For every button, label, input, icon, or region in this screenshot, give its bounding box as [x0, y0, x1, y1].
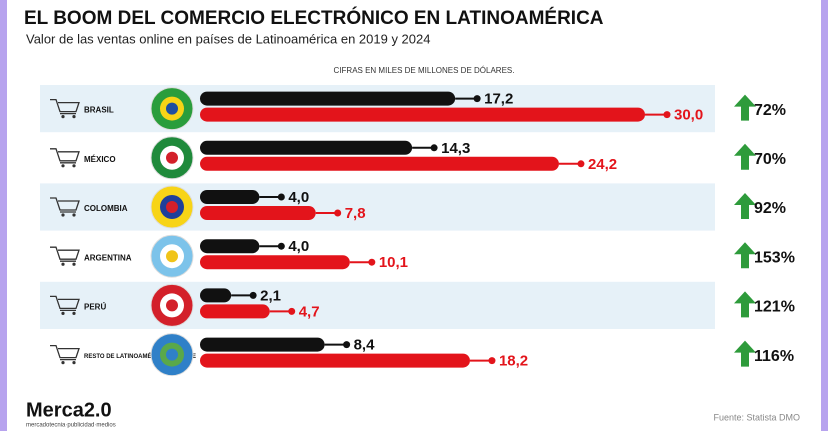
leader-dot — [343, 341, 350, 348]
bar — [200, 157, 559, 171]
flag-center — [166, 349, 178, 361]
cart-wheel — [72, 312, 75, 315]
value-label: 14,3 — [441, 140, 470, 157]
growth-label: 70% — [754, 151, 786, 168]
leader-dot — [334, 210, 341, 217]
category-label: PERÚ — [84, 303, 106, 312]
flag-center — [166, 250, 178, 262]
bar — [200, 354, 470, 368]
leader-dot — [664, 111, 671, 118]
flag-center — [166, 103, 178, 115]
flag-center — [166, 152, 178, 164]
source: Fuente: Statista DMO — [713, 412, 800, 422]
note: CIFRAS EN MILES DE MILLONES DE DÓLARES. — [334, 66, 515, 75]
flag-center — [166, 299, 178, 311]
value-label: 18,2 — [499, 353, 528, 370]
cart-wheel — [61, 213, 64, 216]
brand: Merca2.0 — [26, 399, 112, 421]
row-band — [40, 183, 715, 230]
cart-wheel — [61, 312, 64, 315]
cart-wheel — [72, 213, 75, 216]
value-label: 2,1 — [260, 287, 281, 304]
value-label: 17,2 — [484, 91, 513, 108]
growth-label: 92% — [754, 200, 786, 217]
bar — [200, 92, 455, 106]
flag-center — [166, 201, 178, 213]
category-label: COLOMBIA — [84, 204, 128, 213]
brand-tagline: mercadotecnia·publicidad·medios — [26, 423, 116, 429]
value-label: 8,4 — [354, 337, 376, 354]
bar — [200, 190, 259, 204]
bar — [200, 141, 412, 155]
bar — [200, 239, 259, 253]
chart-subtitle: Valor de las ventas online en países de … — [26, 31, 430, 46]
cart-wheel — [72, 361, 75, 364]
chart-title: EL BOOM DEL COMERCIO ELECTRÓNICO EN LATI… — [24, 7, 604, 29]
bar — [200, 108, 645, 122]
cart-wheel — [72, 164, 75, 167]
growth-label: 153% — [754, 249, 795, 266]
leader-dot — [368, 259, 375, 266]
cart-wheel — [72, 263, 75, 266]
category-label: BRASIL — [84, 106, 114, 115]
cart-wheel — [72, 115, 75, 118]
growth-label: 116% — [754, 348, 794, 365]
frame-left — [0, 0, 7, 431]
bar — [200, 304, 270, 318]
value-label: 24,2 — [588, 156, 617, 173]
growth-label: 121% — [754, 299, 795, 316]
cart-wheel — [61, 361, 64, 364]
leader-dot — [431, 144, 438, 151]
frame-right — [821, 0, 828, 431]
bar — [200, 255, 350, 269]
chart: EL BOOM DEL COMERCIO ELECTRÓNICO EN LATI… — [0, 0, 828, 431]
value-label: 4,0 — [288, 238, 309, 255]
bar — [200, 338, 325, 352]
cart-wheel — [61, 164, 64, 167]
leader-dot — [278, 243, 285, 250]
value-label: 10,1 — [379, 254, 408, 271]
value-label: 4,0 — [288, 189, 309, 206]
row-band — [40, 282, 715, 329]
cart-wheel — [61, 115, 64, 118]
leader-dot — [577, 160, 584, 167]
category-label: MÉXICO — [84, 155, 116, 164]
leader-dot — [278, 194, 285, 201]
leader-dot — [474, 95, 481, 102]
value-label: 4,7 — [299, 303, 320, 320]
leader-dot — [288, 308, 295, 315]
leader-dot — [488, 357, 495, 364]
growth-label: 72% — [754, 102, 786, 119]
value-label: 30,0 — [674, 107, 703, 124]
value-label: 7,8 — [345, 205, 366, 222]
leader-dot — [250, 292, 257, 299]
category-label: ARGENTINA — [84, 253, 132, 262]
bar — [200, 288, 231, 302]
bar — [200, 206, 316, 220]
cart-wheel — [61, 263, 64, 266]
